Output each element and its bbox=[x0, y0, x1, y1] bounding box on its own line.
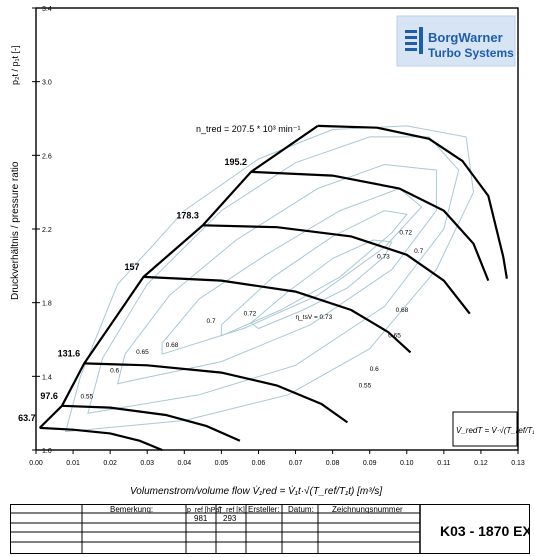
logo-line-2: Turbo Systems bbox=[428, 46, 514, 60]
speed-line-label: 178.3 bbox=[176, 210, 199, 220]
y-tick-label: 2.2 bbox=[42, 227, 52, 234]
efficiency-label: 0.55 bbox=[80, 393, 93, 400]
speed-line bbox=[39, 426, 163, 452]
efficiency-label: 0.55 bbox=[359, 382, 372, 389]
logo-line-1: BorgWarner bbox=[428, 30, 503, 45]
y-axis-label: Druckverhältnis / pressure ratio bbox=[10, 161, 21, 300]
t-ref-label: T_ref [K] bbox=[218, 507, 245, 514]
x-tick-label: 0.03 bbox=[140, 460, 154, 467]
efficiency-label: 0.6 bbox=[110, 368, 119, 375]
x-tick-label: 0.00 bbox=[29, 460, 43, 467]
logo-box bbox=[396, 15, 516, 67]
efficiency-label: 0.68 bbox=[396, 307, 409, 314]
axis-ticks: 0.00 0.01 0.02 0.03 0.04 0.05 0.06 0.07 0.08 0.09… bbox=[29, 6, 525, 467]
x-tick-label: 0.08 bbox=[326, 460, 340, 467]
y-tick-label: 3.0 bbox=[42, 80, 52, 87]
x-tick-label: 0.13 bbox=[511, 460, 525, 467]
remark-label: Bemerkung: bbox=[110, 505, 153, 514]
x-tick-label: 0.10 bbox=[400, 460, 414, 467]
speed-line-label: 63.7 bbox=[18, 413, 36, 423]
x-tick-label: 0.01 bbox=[66, 460, 80, 467]
efficiency-label: 0.73 bbox=[377, 253, 390, 260]
speed-line bbox=[317, 124, 508, 279]
efficiency-label: 0.6 bbox=[370, 366, 379, 373]
drawing-number-label: Zeichnungsnummer bbox=[332, 505, 403, 514]
x-tick-label: 0.09 bbox=[363, 460, 377, 467]
x-tick-label: 0.02 bbox=[103, 460, 117, 467]
y-tick-label: 2.6 bbox=[42, 153, 52, 160]
title-block: Bemerkung: p_ref [hPa] 981 T_ref [K] 293… bbox=[10, 504, 530, 554]
chart-labels: 63.7 97.6 131.6 157 178.3 195.2 0.55 0.6 0.65 0.6… bbox=[18, 157, 423, 423]
speed-line-label: 195.2 bbox=[225, 157, 248, 167]
y-tick-label: 3.4 bbox=[42, 6, 52, 13]
efficiency-label: 0.65 bbox=[388, 333, 401, 340]
compressor-map-chart: 0.00 0.01 0.02 0.03 0.04 0.05 0.06 0.07 0.08 0.09… bbox=[10, 6, 534, 497]
x-axis-label: Volumenstrom/volume flow V̇₁red = V̇₁t·√… bbox=[130, 484, 382, 497]
logo-mark-icon bbox=[405, 27, 423, 54]
speed-line bbox=[202, 224, 471, 315]
x-tick-label: 0.07 bbox=[289, 460, 303, 467]
efficiency-contour bbox=[116, 163, 437, 385]
efficiency-contour bbox=[87, 136, 460, 414]
y-axis-symbol: p₂t / p₁t [-] bbox=[10, 45, 20, 85]
x-tick-label: 0.06 bbox=[252, 460, 266, 467]
p-ref-value: 981 bbox=[194, 514, 208, 523]
x-tick-label: 0.04 bbox=[177, 460, 191, 467]
formula-box bbox=[452, 411, 518, 447]
t-ref-value: 293 bbox=[223, 514, 237, 523]
x-tick-label: 0.11 bbox=[437, 460, 450, 467]
speed-line-label: 131.6 bbox=[58, 348, 81, 358]
author-label: Ersteller: bbox=[248, 505, 280, 514]
reduced-flow-formula: V̇_redT = V̇·√(T_ref/T₁) bbox=[456, 426, 534, 435]
y-tick-label: 1.8 bbox=[42, 301, 52, 308]
speed-line-label: 157 bbox=[124, 262, 139, 272]
y-tick-label: 1.0 bbox=[42, 448, 52, 455]
speed-line bbox=[143, 275, 412, 354]
speed-line bbox=[250, 170, 490, 282]
efficiency-label: 0.7 bbox=[207, 318, 216, 325]
y-tick-label: 1.4 bbox=[42, 374, 52, 381]
speed-line bbox=[84, 362, 349, 424]
speed-line-label: 97.6 bbox=[40, 391, 58, 401]
efficiency-label: 0.7 bbox=[414, 248, 423, 255]
speed-line bbox=[61, 404, 241, 442]
efficiency-label: 0.72 bbox=[244, 311, 257, 318]
speed-unit-label: n_tred = 207.5 * 10³ min⁻¹ bbox=[196, 124, 301, 134]
efficiency-label: 0.65 bbox=[136, 349, 149, 356]
efficiency-contour bbox=[65, 125, 475, 433]
efficiency-contour bbox=[220, 210, 408, 337]
x-tick-label: 0.12 bbox=[474, 460, 488, 467]
date-label: Datum: bbox=[288, 505, 314, 514]
borgwarner-logo: BorgWarner Turbo Systems bbox=[396, 15, 516, 67]
model-number: K03 - 1870 EXA bbox=[440, 523, 530, 539]
x-tick-label: 0.05 bbox=[215, 460, 229, 467]
efficiency-label: 0.72 bbox=[399, 230, 412, 237]
efficiency-label: 0.68 bbox=[166, 342, 179, 349]
efficiency-contours bbox=[65, 125, 475, 433]
p-ref-label: p_ref [hPa] bbox=[187, 507, 221, 514]
efficiency-label: η_tsV = 0.73 bbox=[296, 314, 333, 321]
speed-lines bbox=[38, 124, 508, 452]
